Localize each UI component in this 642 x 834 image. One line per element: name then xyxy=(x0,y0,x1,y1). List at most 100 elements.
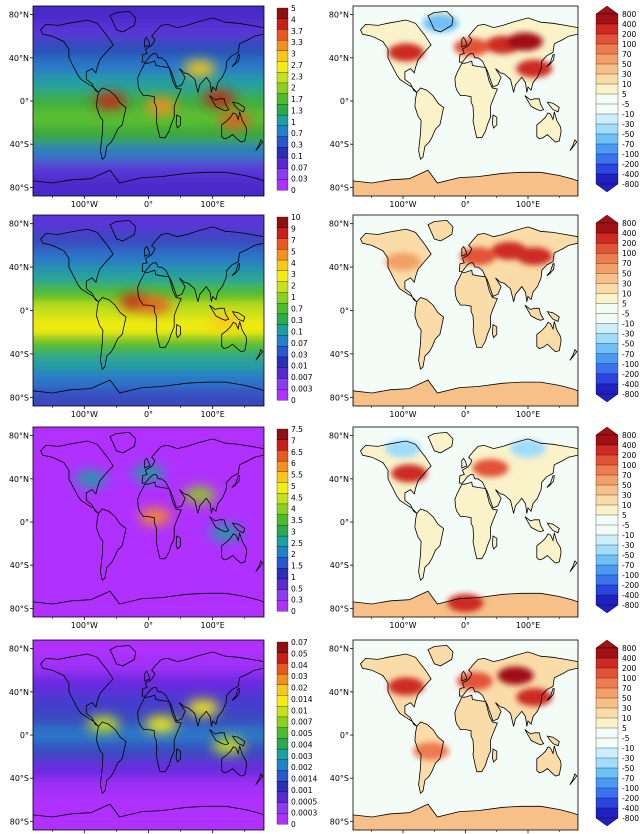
coastline-new-guinea xyxy=(231,735,246,747)
coastline-eurasia xyxy=(141,226,264,302)
colorbar-swatch xyxy=(595,787,619,799)
colorbar-label: 10 xyxy=(622,289,632,298)
colorbar-label: -800 xyxy=(622,814,639,823)
colorbar-label: 0.1 xyxy=(291,152,303,161)
coastline-new-guinea xyxy=(231,101,246,113)
colorbar-swatch xyxy=(595,53,619,65)
colorbar-swatch xyxy=(276,748,289,761)
colorbar-swatch xyxy=(595,747,619,759)
coastline-australia xyxy=(536,532,562,564)
colorbar-swatch xyxy=(595,273,619,284)
colorbar-label: 0.5 xyxy=(291,584,303,593)
coastline-greenland xyxy=(427,10,454,33)
colorbar-swatch xyxy=(276,557,289,569)
colorbar-label: -200 xyxy=(622,160,639,169)
colorbar-label: 0.0003 xyxy=(291,809,317,818)
colorbar-swatch xyxy=(276,238,289,250)
coastline-eurasia xyxy=(141,17,264,93)
colorbar-swatch xyxy=(276,93,289,105)
colorbar-swatch xyxy=(595,677,619,689)
colorbar-swatch xyxy=(595,373,619,385)
colorbar: 0.07 0.05 0.04 0.03 0.02 0.014 0.01 0.007 0.005 0… xyxy=(276,638,317,829)
lat-label: 80°N xyxy=(329,645,349,654)
coastline-eurasia xyxy=(141,438,264,514)
coastline-madagascar xyxy=(491,748,498,763)
coastline-madagascar xyxy=(175,114,181,129)
colorbar-label: 2 xyxy=(291,282,296,291)
lat-label: 40°N xyxy=(329,475,349,484)
lat-label: 40°N xyxy=(329,263,349,272)
field-hotspot xyxy=(183,487,216,504)
colorbar-label: 1 xyxy=(291,118,296,127)
colorbar-swatch xyxy=(276,227,289,239)
field-hotspot xyxy=(87,716,120,733)
lat-label: 40°N xyxy=(9,475,29,484)
colorbar-swatch xyxy=(276,249,289,261)
lat-label: 40°N xyxy=(329,54,349,63)
map-field xyxy=(353,427,578,617)
colorbar-swatch xyxy=(276,439,289,451)
panel-row4-left: 80°N40°N0°40°S80°S100°W0°100°E0.070.050.… xyxy=(9,638,317,833)
coastline-north-america xyxy=(40,440,114,514)
lat-label: 40°S xyxy=(330,140,349,149)
colorbar-label: 3.7 xyxy=(291,27,303,36)
lat-label: 40°S xyxy=(330,350,349,359)
colorbar-label: 0.1 xyxy=(291,327,303,336)
coastline-indonesia xyxy=(209,304,230,321)
colorbar-swatch xyxy=(276,389,289,401)
lon-label: 100°W xyxy=(71,410,98,419)
coastline-south-america xyxy=(414,87,445,161)
coastline-new-zealand xyxy=(569,773,578,785)
coastline-eurasia xyxy=(458,17,578,93)
lat-label: 40°S xyxy=(330,561,349,570)
colorbar-label: 2 xyxy=(291,84,296,93)
colorbar-label: 0.3 xyxy=(291,141,303,150)
lon-label: 100°W xyxy=(389,200,416,209)
colorbar-label: 0.03 xyxy=(291,350,308,359)
coastline-eurasia xyxy=(141,651,264,727)
colorbar-swatch xyxy=(595,484,619,496)
colorbar-label: 5 xyxy=(291,482,296,491)
lat-label: 80°N xyxy=(9,11,29,20)
coastline-japan xyxy=(231,54,241,67)
colorbar-swatch xyxy=(276,471,289,483)
colorbar-swatch xyxy=(595,363,619,375)
coastline-north-america xyxy=(360,19,432,93)
coastline-greenland xyxy=(427,644,454,667)
coastline-new-zealand xyxy=(569,560,578,572)
colorbar-label: 30 xyxy=(622,491,632,500)
coastlines xyxy=(33,644,264,830)
field-hotspot xyxy=(187,700,220,717)
colorbar-swatch xyxy=(595,242,619,254)
coastline-greenland xyxy=(109,431,137,454)
coastline-new-guinea xyxy=(546,101,560,113)
colorbar-swatch xyxy=(276,589,289,601)
colorbar-swatch xyxy=(595,323,619,335)
colorbar-swatch xyxy=(276,759,289,771)
colorbar-label: -100 xyxy=(622,784,639,793)
colorbar-swatch xyxy=(276,125,289,137)
colorbar-label: 5.5 xyxy=(291,471,303,480)
anomaly-hotspot xyxy=(385,252,421,271)
colorbar-label: 200 xyxy=(622,664,637,673)
anomaly-hotspot xyxy=(460,247,496,266)
map-field xyxy=(33,427,264,617)
colorbar-swatch xyxy=(595,807,619,819)
colorbar-label: -200 xyxy=(622,794,639,803)
colorbar-swatch xyxy=(595,564,619,576)
colorbar-label: 1 xyxy=(291,573,296,582)
colorbar-label: 3.5 xyxy=(291,516,303,525)
lat-label: 80°S xyxy=(10,604,29,613)
anomaly-hotspot xyxy=(453,38,490,57)
lon-label: 0° xyxy=(461,200,470,209)
colorbar-label: 100 xyxy=(622,40,637,49)
colorbar-swatch xyxy=(595,504,619,516)
colorbar-swatch xyxy=(276,324,289,336)
colorbar-label: 10 xyxy=(291,213,301,222)
coastline-antarctica xyxy=(353,803,578,830)
coastline-madagascar xyxy=(491,114,498,129)
coastline-madagascar xyxy=(175,323,181,339)
anomaly-hotspot xyxy=(388,677,425,696)
anomaly-hotspot xyxy=(516,59,553,78)
